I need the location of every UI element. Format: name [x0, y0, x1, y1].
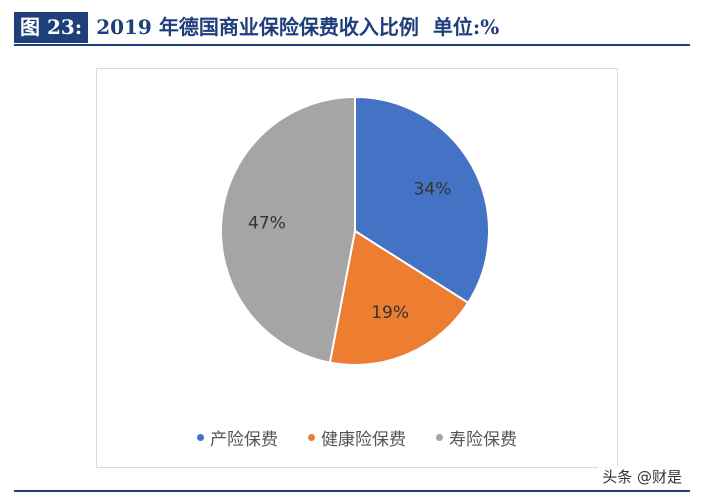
pie-data-label-2: 19%	[371, 303, 409, 323]
figure-title: 2019 年德国商业保险保费收入比例	[96, 15, 419, 39]
legend-label: 寿险保费	[449, 430, 517, 450]
pie-data-label-3: 47%	[248, 214, 286, 234]
chart-legend: 产险保费 健康险保费 寿险保费	[97, 425, 617, 450]
watermark: 头条 @财是	[598, 466, 686, 487]
legend-label: 产险保费	[210, 430, 278, 450]
chart-frame: 34% 19% 47% 产险保费 健康险保费 寿险保费	[96, 68, 618, 468]
legend-marker-icon	[197, 434, 204, 441]
legend-marker-icon	[436, 434, 443, 441]
bottom-rule	[14, 490, 690, 492]
pie-slice-3	[220, 95, 356, 364]
pie-chart: 34% 19% 47%	[220, 95, 490, 366]
legend-item-3: 寿险保费	[436, 425, 517, 450]
legend-item-2: 健康险保费	[308, 425, 406, 450]
figure-title-bar: 图 23: 2019 年德国商业保险保费收入比例 单位:%	[14, 10, 690, 46]
figure-unit: 单位:%	[432, 15, 500, 39]
legend-marker-icon	[308, 434, 315, 441]
pie-data-label-1: 34%	[414, 179, 452, 199]
pie-slice-2	[328, 229, 470, 366]
legend-item-1: 产险保费	[197, 425, 278, 450]
figure-number-label: 图 23:	[14, 11, 89, 43]
legend-label: 健康险保费	[321, 430, 406, 450]
